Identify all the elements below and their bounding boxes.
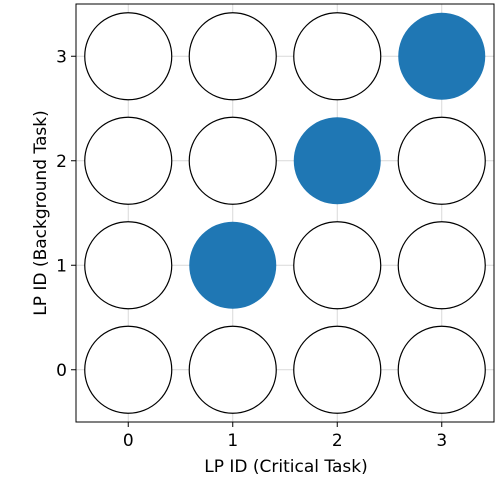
empty-marker [188, 325, 277, 414]
empty-marker [84, 221, 173, 310]
y-tick-label: 0 [56, 361, 67, 381]
marker-layer [84, 12, 486, 414]
y-tick-label: 1 [56, 256, 67, 276]
x-axis-label: LP ID (Critical Task) [204, 457, 367, 477]
x-tick-label: 1 [227, 431, 238, 451]
empty-marker [188, 12, 277, 101]
empty-marker [84, 116, 173, 205]
empty-marker [84, 12, 173, 101]
empty-marker [397, 325, 486, 414]
empty-marker [397, 116, 486, 205]
plot-frame [75, 3, 495, 423]
empty-marker [293, 12, 382, 101]
filled-marker [398, 12, 486, 100]
x-tick-label: 2 [332, 431, 343, 451]
filled-marker [293, 117, 381, 205]
empty-marker [397, 221, 486, 310]
empty-marker [293, 221, 382, 310]
y-axis-label: LP ID (Background Task) [31, 110, 51, 315]
empty-marker [84, 325, 173, 414]
filled-marker [189, 221, 277, 309]
tick-layer: 0 1 2 3 0 1 2 3 [56, 47, 447, 451]
empty-marker [188, 116, 277, 205]
x-tick-label: 3 [436, 431, 447, 451]
y-tick-label: 2 [56, 152, 67, 172]
empty-marker [293, 325, 382, 414]
y-tick-label: 3 [56, 47, 67, 67]
x-tick-label: 0 [123, 431, 134, 451]
